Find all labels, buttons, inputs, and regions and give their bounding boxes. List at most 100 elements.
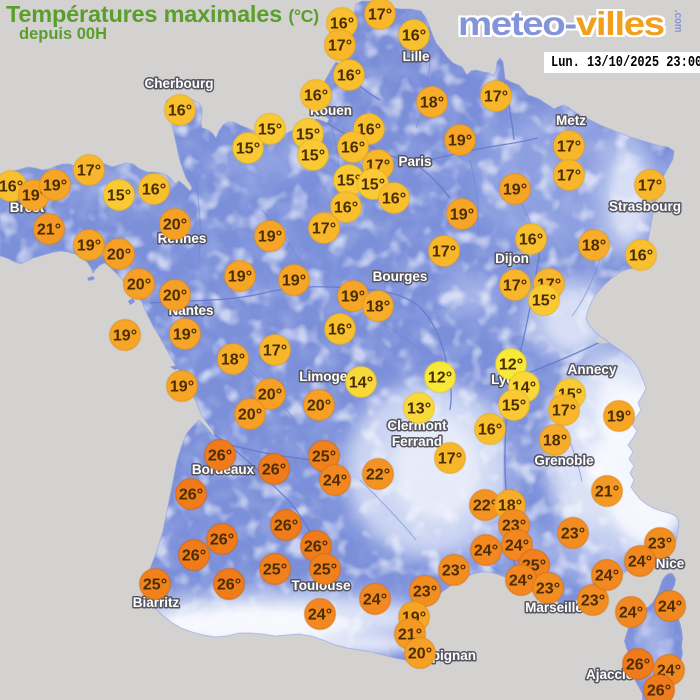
svg-text:18°: 18° bbox=[543, 433, 567, 450]
svg-text:Strasbourg: Strasbourg bbox=[609, 199, 681, 214]
svg-text:16°: 16° bbox=[402, 28, 426, 45]
svg-text:18°: 18° bbox=[420, 95, 444, 112]
svg-text:Toulouse: Toulouse bbox=[292, 578, 351, 593]
svg-text:17°: 17° bbox=[77, 163, 101, 180]
svg-text:23°: 23° bbox=[442, 563, 466, 580]
svg-text:21°: 21° bbox=[595, 484, 619, 501]
svg-text:26°: 26° bbox=[208, 448, 232, 465]
svg-text:24°: 24° bbox=[323, 473, 347, 490]
svg-text:16°: 16° bbox=[341, 140, 365, 157]
svg-text:24°: 24° bbox=[505, 538, 529, 555]
svg-text:23°: 23° bbox=[536, 581, 560, 598]
svg-text:18°: 18° bbox=[221, 352, 245, 369]
svg-text:15°: 15° bbox=[502, 398, 526, 415]
svg-text:17°: 17° bbox=[484, 89, 508, 106]
svg-text:16°: 16° bbox=[304, 88, 328, 105]
svg-text:19°: 19° bbox=[43, 178, 67, 195]
svg-text:Biarritz: Biarritz bbox=[133, 595, 180, 610]
svg-text:Marseille: Marseille bbox=[525, 600, 583, 615]
svg-text:23°: 23° bbox=[648, 536, 672, 553]
svg-text:Ajaccio: Ajaccio bbox=[586, 667, 634, 682]
svg-text:19°: 19° bbox=[113, 328, 137, 345]
svg-text:Limoges: Limoges bbox=[299, 369, 355, 384]
svg-text:15°: 15° bbox=[301, 148, 325, 165]
svg-text:20°: 20° bbox=[127, 277, 151, 294]
svg-text:19°: 19° bbox=[228, 269, 252, 286]
svg-text:19°: 19° bbox=[282, 273, 306, 290]
svg-text:Cherbourg: Cherbourg bbox=[145, 76, 214, 91]
svg-text:15°: 15° bbox=[258, 122, 282, 139]
svg-text:Metz: Metz bbox=[556, 113, 586, 128]
svg-text:15°: 15° bbox=[296, 127, 320, 144]
svg-text:25°: 25° bbox=[313, 562, 337, 579]
svg-text:Dijon: Dijon bbox=[495, 251, 529, 266]
svg-text:16°: 16° bbox=[357, 122, 381, 139]
svg-text:22°: 22° bbox=[473, 498, 497, 515]
svg-text:20°: 20° bbox=[258, 387, 282, 404]
svg-text:17°: 17° bbox=[328, 38, 352, 55]
svg-text:20°: 20° bbox=[107, 247, 131, 264]
svg-text:16°: 16° bbox=[382, 191, 406, 208]
svg-text:23°: 23° bbox=[581, 593, 605, 610]
svg-text:16°: 16° bbox=[328, 322, 352, 339]
svg-text:18°: 18° bbox=[366, 299, 390, 316]
svg-text:16°: 16° bbox=[142, 182, 166, 199]
svg-text:20°: 20° bbox=[163, 288, 187, 305]
svg-text:25°: 25° bbox=[312, 449, 336, 466]
svg-text:19°: 19° bbox=[173, 327, 197, 344]
svg-text:19°: 19° bbox=[258, 229, 282, 246]
svg-text:19°: 19° bbox=[341, 289, 365, 306]
svg-text:16°: 16° bbox=[168, 103, 192, 120]
svg-text:19°: 19° bbox=[607, 409, 631, 426]
svg-text:17°: 17° bbox=[557, 139, 581, 156]
svg-text:24°: 24° bbox=[658, 599, 682, 616]
svg-text:26°: 26° bbox=[647, 683, 671, 700]
svg-text:12°: 12° bbox=[499, 357, 523, 374]
svg-text:Paris: Paris bbox=[398, 154, 431, 169]
svg-text:26°: 26° bbox=[626, 657, 650, 674]
svg-text:20°: 20° bbox=[307, 398, 331, 415]
svg-text:23°: 23° bbox=[413, 584, 437, 601]
svg-text:Nice: Nice bbox=[656, 556, 685, 571]
svg-text:16°: 16° bbox=[337, 68, 361, 85]
svg-text:15°: 15° bbox=[337, 173, 361, 190]
svg-text:17°: 17° bbox=[638, 178, 662, 195]
svg-text:17°: 17° bbox=[312, 221, 336, 238]
svg-text:15°: 15° bbox=[107, 188, 131, 205]
svg-text:16°: 16° bbox=[334, 200, 358, 217]
svg-text:21°: 21° bbox=[37, 222, 61, 239]
svg-text:20°: 20° bbox=[408, 646, 432, 663]
svg-text:15°: 15° bbox=[532, 293, 556, 310]
svg-text:18°: 18° bbox=[582, 238, 606, 255]
svg-text:23°: 23° bbox=[561, 526, 585, 543]
svg-text:19°: 19° bbox=[450, 207, 474, 224]
svg-text:17°: 17° bbox=[432, 244, 456, 261]
svg-text:17°: 17° bbox=[552, 403, 576, 420]
svg-text:17°: 17° bbox=[557, 168, 581, 185]
svg-text:Lille: Lille bbox=[402, 49, 429, 64]
svg-text:19°: 19° bbox=[448, 133, 472, 150]
svg-text:12°: 12° bbox=[428, 370, 452, 387]
svg-text:26°: 26° bbox=[210, 532, 234, 549]
svg-text:24°: 24° bbox=[628, 554, 652, 571]
svg-text:26°: 26° bbox=[304, 539, 328, 556]
svg-text:24°: 24° bbox=[619, 605, 643, 622]
svg-text:26°: 26° bbox=[179, 487, 203, 504]
svg-text:14°: 14° bbox=[349, 375, 373, 392]
svg-text:17°: 17° bbox=[438, 451, 462, 468]
svg-text:26°: 26° bbox=[182, 548, 206, 565]
svg-text:19°: 19° bbox=[77, 238, 101, 255]
svg-text:20°: 20° bbox=[163, 217, 187, 234]
svg-text:26°: 26° bbox=[274, 518, 298, 535]
svg-text:13°: 13° bbox=[407, 401, 431, 418]
svg-text:17°: 17° bbox=[368, 7, 392, 24]
svg-text:20°: 20° bbox=[238, 407, 262, 424]
svg-text:24°: 24° bbox=[474, 543, 498, 560]
svg-text:15°: 15° bbox=[236, 141, 260, 158]
svg-text:25°: 25° bbox=[143, 577, 167, 594]
svg-text:19°: 19° bbox=[503, 182, 527, 199]
svg-text:24°: 24° bbox=[509, 573, 533, 590]
svg-text:24°: 24° bbox=[308, 607, 332, 624]
svg-text:Bourges: Bourges bbox=[373, 269, 428, 284]
svg-text:Clermont: Clermont bbox=[387, 418, 447, 433]
